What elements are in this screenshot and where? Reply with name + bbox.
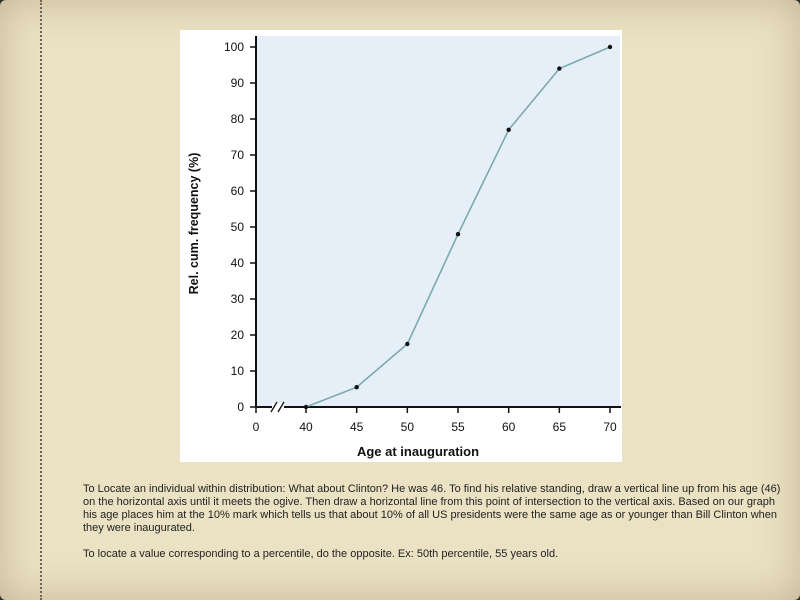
y-tick-label: 20 [231, 328, 245, 342]
axis-break-slash [277, 401, 285, 413]
y-tick-label: 80 [231, 112, 245, 126]
plot-area [256, 36, 620, 407]
y-tick-label: 90 [231, 76, 245, 90]
data-point [354, 385, 359, 390]
x-tick-label: 0 [253, 420, 260, 434]
stitched-border [40, 0, 42, 600]
slide-notes: To Locate an individual within distribut… [83, 483, 788, 574]
ogive-chart: 0 10 20 30 40 50 60 70 80 90 100 0 40 45 50 55 60 65 70 R… [180, 30, 622, 462]
notes-paragraph-locate-value: To locate a value corresponding to a per… [83, 548, 559, 560]
y-tick-label: 0 [237, 400, 244, 414]
x-axis-ticks: 0 40 45 50 55 60 65 70 [253, 407, 617, 434]
axis-break-marks [270, 401, 285, 413]
y-axis-label: Rel. cum. frequency (%) [187, 153, 201, 295]
chart-svg: 0 10 20 30 40 50 60 70 80 90 100 0 40 45 50 55 60 65 70 R… [187, 36, 621, 459]
x-tick-label: 60 [502, 420, 516, 434]
x-tick-label: 55 [451, 420, 465, 434]
data-point [557, 66, 562, 71]
x-tick-label: 50 [401, 420, 415, 434]
x-tick-label: 45 [350, 420, 364, 434]
x-tick-label: 40 [299, 420, 313, 434]
data-point [405, 341, 410, 347]
data-point [607, 44, 613, 50]
notes-paragraph-locate-individual: To Locate an individual within distribut… [83, 483, 781, 534]
y-tick-label: 50 [231, 220, 245, 234]
data-points [303, 44, 613, 410]
y-tick-label: 70 [231, 148, 245, 162]
y-tick-label: 60 [231, 184, 245, 198]
x-tick-label: 70 [603, 420, 617, 434]
y-tick-label: 30 [231, 292, 245, 306]
y-tick-label: 100 [224, 40, 244, 54]
data-point [506, 127, 511, 132]
axis-break-gap [272, 403, 284, 411]
data-point [303, 404, 309, 410]
axis-break-slash [270, 401, 278, 413]
x-axis-label: Age at inauguration [357, 444, 479, 459]
data-point [455, 232, 461, 237]
y-tick-label: 40 [231, 256, 245, 270]
x-tick-label: 65 [553, 420, 567, 434]
y-tick-label: 10 [231, 364, 245, 378]
y-axis-ticks: 0 10 20 30 40 50 60 70 80 90 100 [224, 40, 256, 414]
